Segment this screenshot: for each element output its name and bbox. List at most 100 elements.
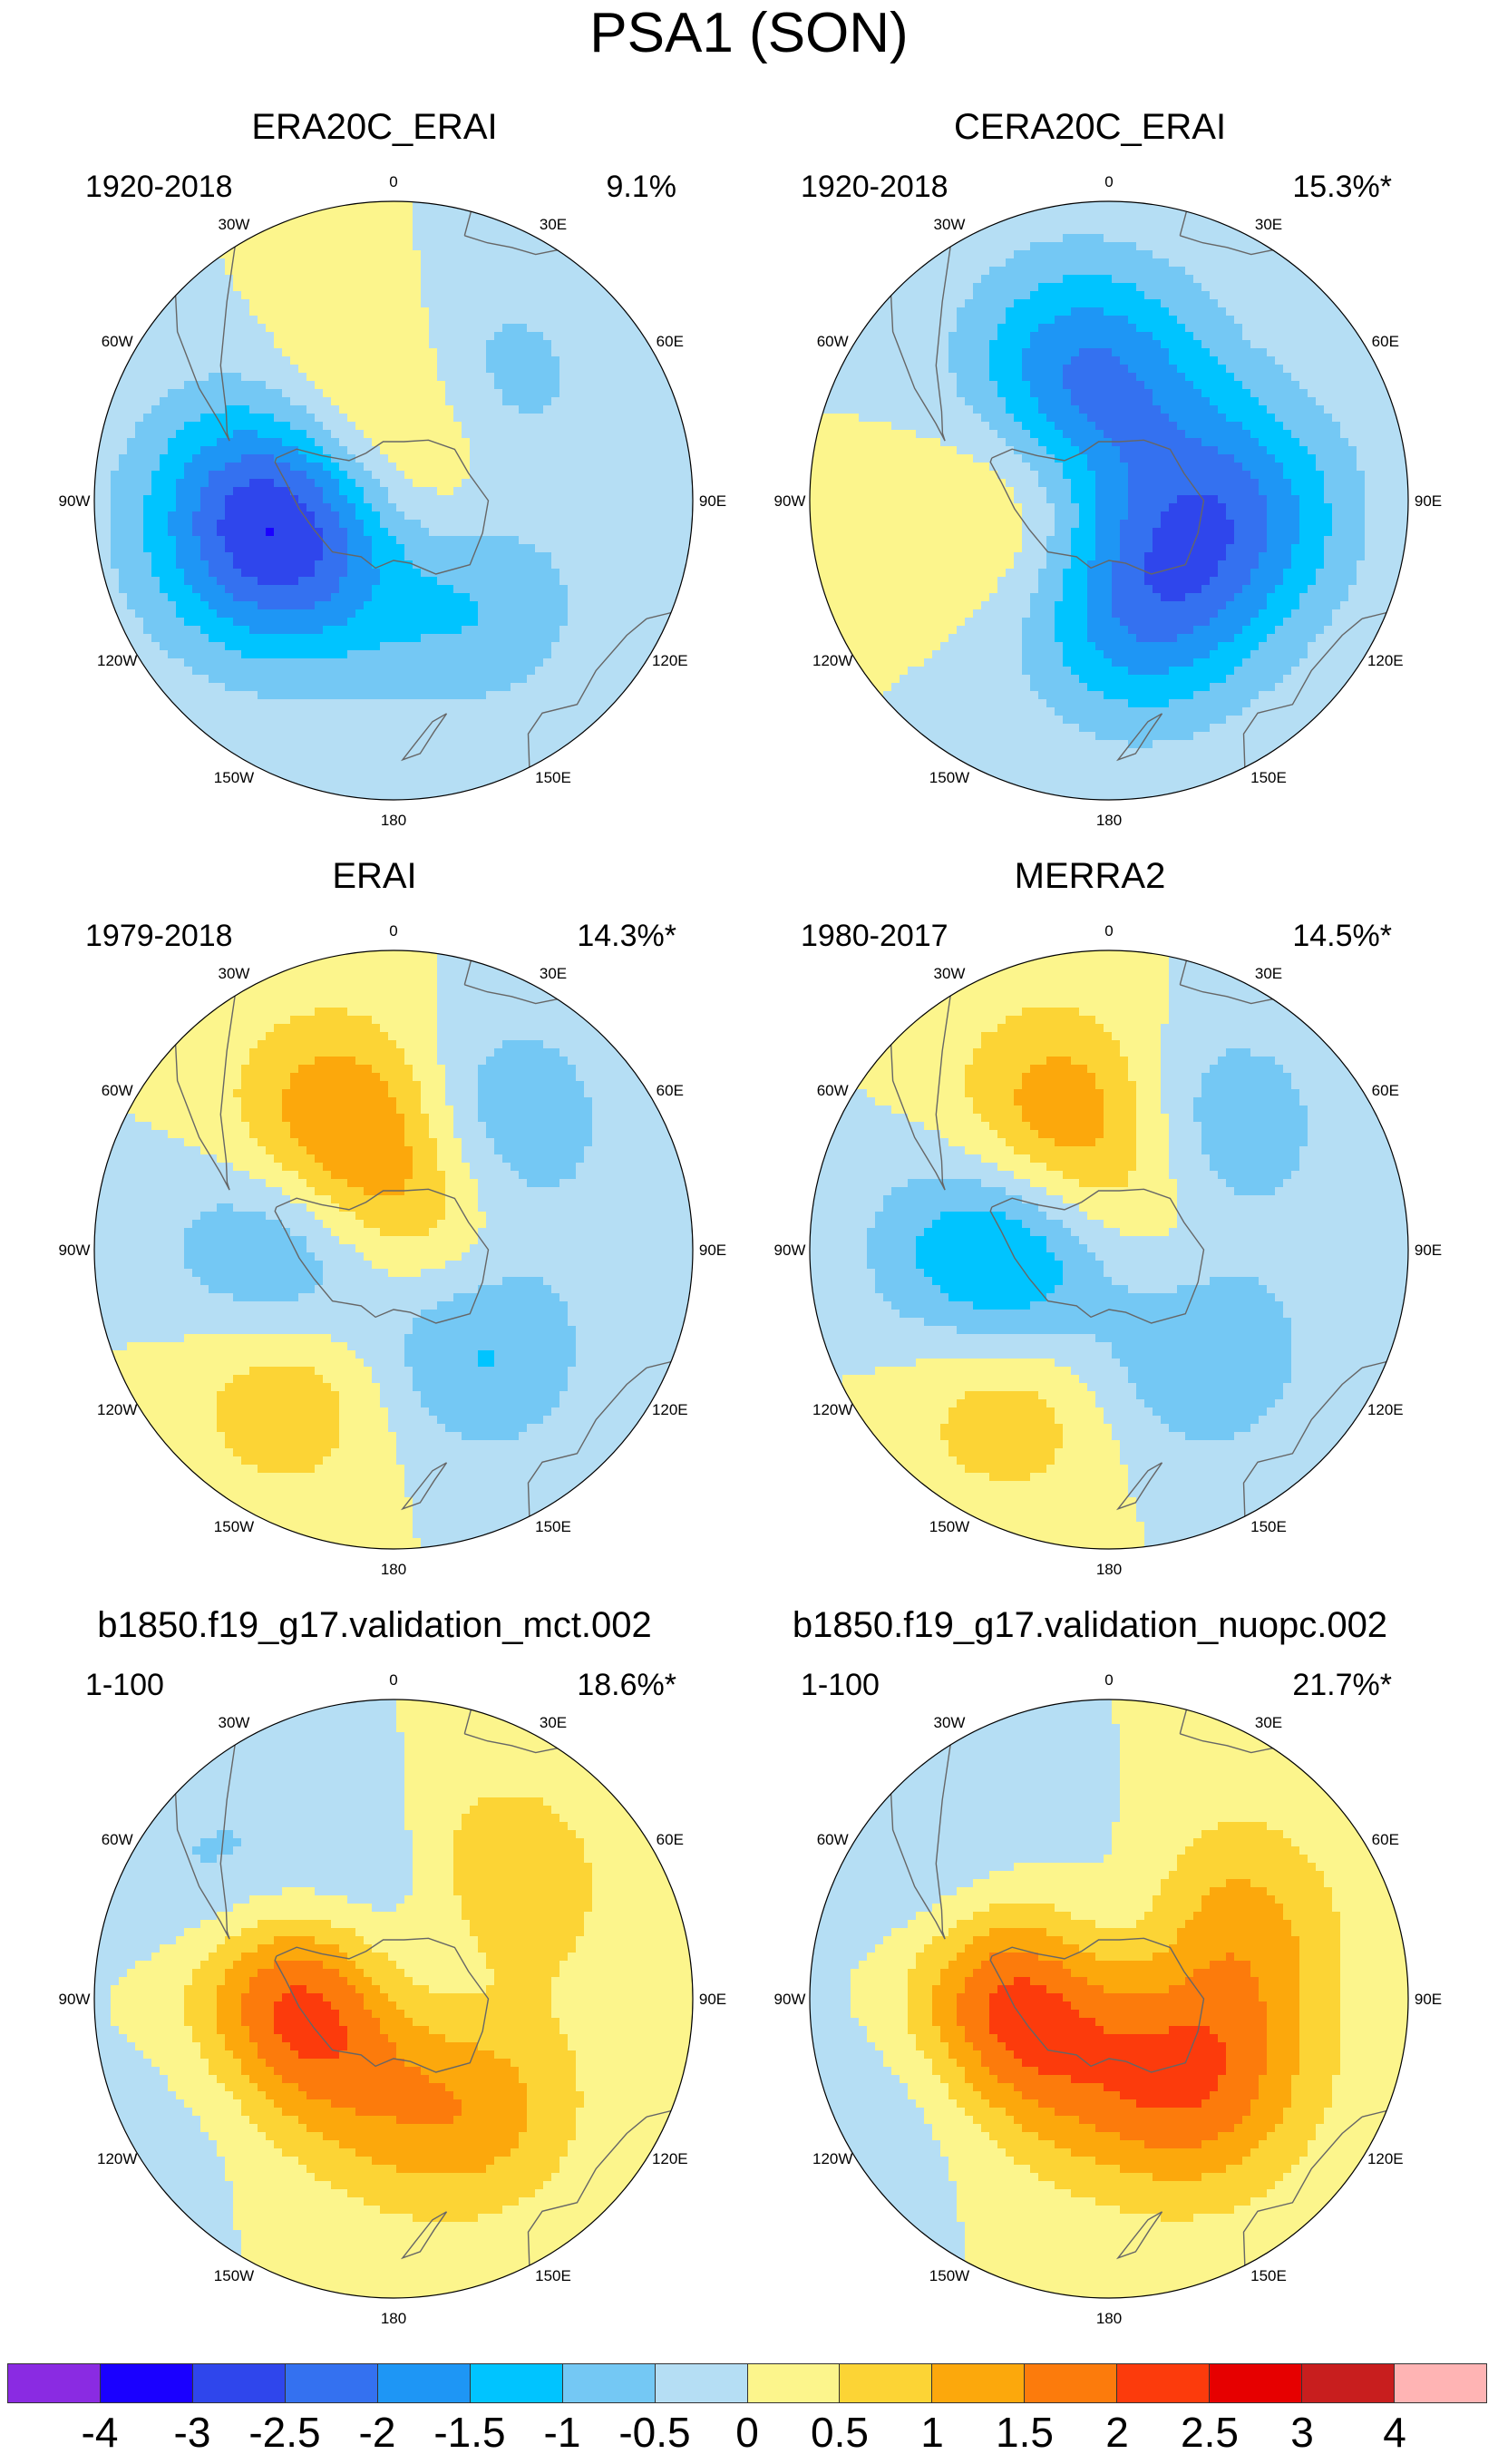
longitude-label: 150W (929, 2267, 969, 2284)
colorbar-swatch (8, 2364, 101, 2402)
colorbar-swatch (1395, 2364, 1486, 2402)
panel-period: 1-100 (85, 1667, 164, 1703)
panel-title: CERA20C_ERAI (715, 105, 1464, 149)
map-boundary (93, 1699, 694, 2299)
coastline (1115, 2211, 1163, 2260)
longitude-label: 30W (934, 216, 966, 233)
longitude-label: 180 (381, 812, 406, 829)
coastline (989, 1937, 1205, 2073)
coastline (989, 1188, 1205, 1324)
colorbar-swatch (192, 2364, 286, 2402)
longitude-label: 90W (59, 1242, 91, 1259)
coastline (400, 713, 448, 762)
longitude-label: 120W (97, 2150, 137, 2167)
longitude-label: 60E (1372, 333, 1399, 350)
coastline (274, 1937, 490, 2073)
colorbar-swatch (655, 2364, 748, 2402)
panel-period: 1979-2018 (85, 918, 233, 954)
longitude-label: 30W (219, 216, 250, 233)
longitude-label: 90E (699, 492, 726, 510)
coastline (989, 439, 1205, 575)
colorbar-tick-label: -1 (544, 2409, 581, 2456)
longitude-label: 90W (59, 1991, 91, 2008)
longitude-label: 120W (812, 1401, 852, 1418)
longitude-label: 150E (535, 769, 571, 786)
polar-map: 0 30E 60E 90E 120E 150E 180 150W 120W 90W 60W 30W (774, 173, 1443, 829)
colorbar-tick-label: -2 (359, 2409, 396, 2456)
colorbar-swatch (285, 2364, 378, 2402)
panel-variance: 15.3%* (1292, 169, 1392, 205)
longitude-label: 0 (1104, 1671, 1113, 1689)
longitude-label: 120E (652, 1401, 688, 1418)
map-boundary (93, 200, 694, 801)
longitude-label: 90W (59, 492, 91, 510)
map-panel: 0 30E 60E 90E 120E 150E 180 150W 120W 90W 60W 30W E… (0, 854, 749, 1607)
longitude-label: 150E (1250, 1518, 1287, 1535)
polar-map: 0 30E 60E 90E 120E 150E 180 150W 120W 90W 60W 30W (59, 1671, 727, 2327)
polar-map: 0 30E 60E 90E 120E 150E 180 150W 120W 90W 60W 30W (774, 922, 1443, 1578)
coastline (274, 439, 490, 575)
panel-variance: 9.1% (607, 169, 677, 205)
map-boundary (809, 950, 1409, 1550)
longitude-label: 90E (1415, 1242, 1442, 1259)
panel-variance: 18.6%* (577, 1667, 676, 1703)
longitude-label: 0 (389, 922, 397, 940)
colorbar-swatch (840, 2364, 933, 2402)
panel-title: b1850.f19_g17.validation_mct.002 (0, 1603, 749, 1647)
longitude-label: 90W (774, 492, 806, 510)
colorbar-tick-label: -4 (82, 2409, 119, 2456)
longitude-label: 0 (389, 1671, 397, 1689)
colorbar-tick-label: -1.5 (433, 2409, 505, 2456)
longitude-label: 90W (774, 1991, 806, 2008)
longitude-label: 30W (219, 1714, 250, 1731)
map-boundary (93, 950, 694, 1550)
longitude-label: 60E (1372, 1082, 1399, 1099)
polar-map: 0 30E 60E 90E 120E 150E 180 150W 120W 90W 60W 30W (59, 922, 727, 1578)
coastline (1115, 713, 1163, 762)
panel-title: ERAI (0, 854, 749, 898)
longitude-label: 30E (1255, 965, 1282, 982)
longitude-label: 60W (817, 1831, 849, 1848)
longitude-label: 30E (1255, 216, 1282, 233)
longitude-label: 30W (934, 965, 966, 982)
longitude-label: 90E (1415, 1991, 1442, 2008)
map-panel: 0 30E 60E 90E 120E 150E 180 150W 120W 90W 60W 30W b… (0, 1603, 749, 2356)
colorbar-swatch (470, 2364, 563, 2402)
colorbar-swatch (100, 2364, 193, 2402)
longitude-label: 120E (1367, 2150, 1404, 2167)
longitude-label: 30E (540, 216, 567, 233)
longitude-label: 0 (389, 173, 397, 190)
longitude-label: 90E (699, 1991, 726, 2008)
longitude-label: 30W (219, 965, 250, 982)
longitude-label: 60E (657, 1082, 684, 1099)
polar-map: 0 30E 60E 90E 120E 150E 180 150W 120W 90W 60W 30W (59, 173, 727, 829)
longitude-label: 150E (535, 2267, 571, 2284)
colorbar-tick-label: 1.5 (996, 2409, 1054, 2456)
colorbar-swatch (1302, 2364, 1396, 2402)
coastline (1115, 1462, 1163, 1511)
longitude-label: 60E (657, 333, 684, 350)
longitude-label: 120E (1367, 652, 1404, 669)
longitude-label: 30E (540, 965, 567, 982)
longitude-label: 150W (214, 769, 254, 786)
colorbar-labels: -4 -3 -2.5 -2 -1.5 -1 -0.5 0 0.5 1 1.5 2 2.5 3 4 (7, 2403, 1487, 2458)
longitude-label: 60W (102, 1831, 133, 1848)
longitude-label: 30E (540, 1714, 567, 1731)
coastline (400, 2211, 448, 2260)
map-panel: 0 30E 60E 90E 120E 150E 180 150W 120W 90W 60W 30W b… (715, 1603, 1464, 2356)
longitude-label: 60W (102, 1082, 133, 1099)
longitude-label: 120E (1367, 1401, 1404, 1418)
panel-period: 1-100 (801, 1667, 880, 1703)
longitude-label: 120E (652, 2150, 688, 2167)
panel-title: b1850.f19_g17.validation_nuopc.002 (715, 1603, 1464, 1647)
colorbar: -4 -3 -2.5 -2 -1.5 -1 -0.5 0 0.5 1 1.5 2 2.5 3 4 (7, 2363, 1487, 2459)
polar-map: 0 30E 60E 90E 120E 150E 180 150W 120W 90W 60W 30W (774, 1671, 1443, 2327)
colorbar-tick-label: 3 (1290, 2409, 1314, 2456)
colorbar-tick-label: -0.5 (618, 2409, 690, 2456)
longitude-label: 30E (1255, 1714, 1282, 1731)
colorbar-swatch (1210, 2364, 1303, 2402)
map-boundary (809, 200, 1409, 801)
coastline (400, 1462, 448, 1511)
map-panel: 0 30E 60E 90E 120E 150E 180 150W 120W 90W 60W 30W M… (715, 854, 1464, 1607)
colorbar-swatch (1117, 2364, 1211, 2402)
